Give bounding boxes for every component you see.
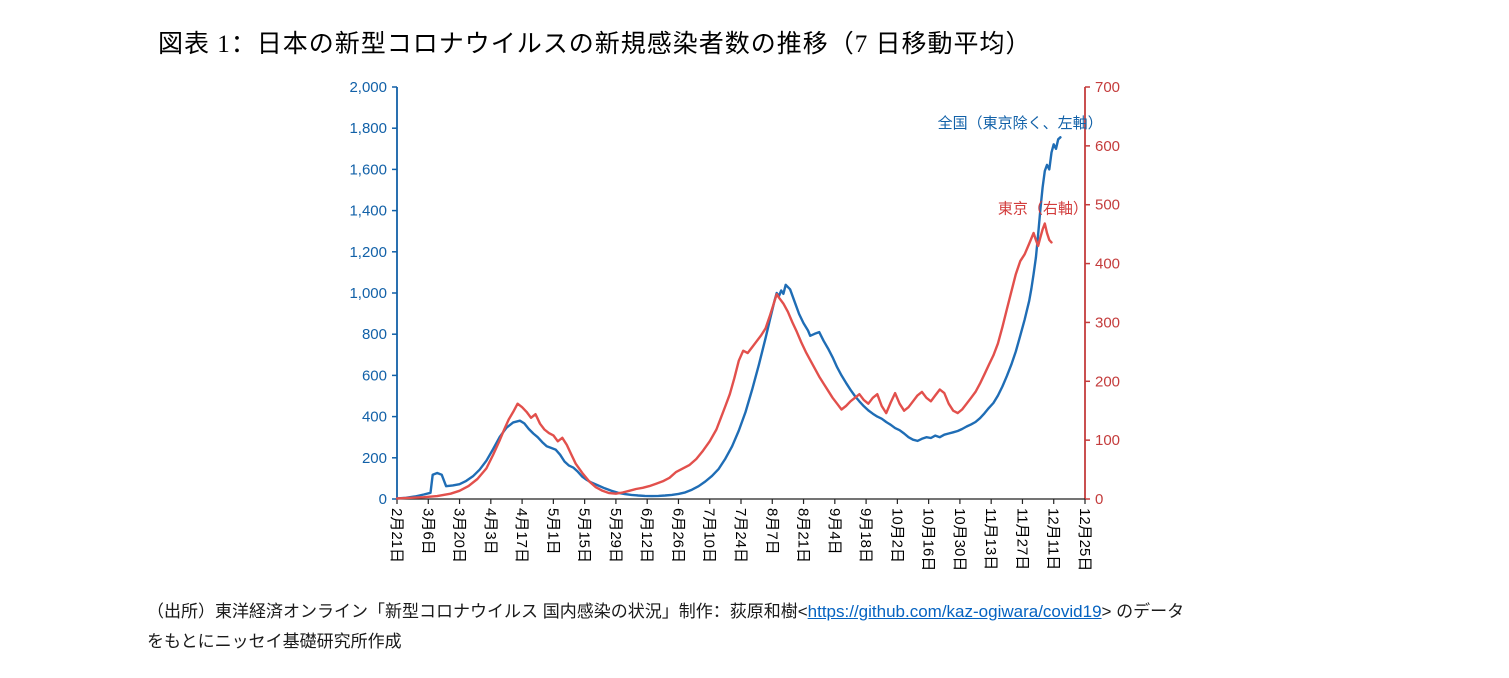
right-axis-tick-label: 700 <box>1095 79 1120 96</box>
right-axis-tick-label: 600 <box>1095 138 1120 155</box>
left-axis-tick-label: 600 <box>362 367 387 384</box>
x-axis-tick-label: 8月7日 <box>763 508 780 555</box>
x-axis-tick-label: 4月3日 <box>482 508 499 555</box>
x-axis-tick-label: 9月4日 <box>826 508 843 555</box>
left-axis-tick-label: 200 <box>362 450 387 467</box>
x-axis-tick-label: 6月26日 <box>669 508 686 563</box>
x-axis-tick-label: 11月27日 <box>1013 508 1030 570</box>
x-axis-tick-label: 10月16日 <box>920 508 937 571</box>
x-axis-tick-label: 7月24日 <box>732 508 749 563</box>
x-axis-tick-label: 10月2日 <box>888 508 905 563</box>
left-axis-tick-label: 1,800 <box>349 120 387 137</box>
x-axis-tick-label: 10月30日 <box>951 508 968 571</box>
x-axis-tick-label: 3月20日 <box>451 508 468 563</box>
x-axis-tick-label: 9月18日 <box>857 508 874 563</box>
right-axis-tick-label: 100 <box>1095 432 1120 449</box>
x-axis-tick-label: 5月1日 <box>544 508 561 555</box>
source-line-2: をもとにニッセイ基礎研究所作成 <box>147 632 402 651</box>
x-axis-tick-label: 12月25日 <box>1076 508 1093 571</box>
x-axis-tick-label: 12月11日 <box>1045 508 1062 570</box>
x-axis-tick-label: 3月6日 <box>419 508 436 555</box>
tokyo-series-label: 東京（右軸） <box>998 201 1088 218</box>
national-series-label: 全国（東京除く、左軸） <box>938 114 1103 132</box>
source-text-pre: （出所）東洋経済オンライン「新型コロナウイルス 国内感染の状況」制作：荻原和樹< <box>147 602 808 621</box>
left-axis-tick-label: 1,400 <box>349 203 387 220</box>
series-line-national-ex-tokyo <box>395 136 1062 500</box>
series-line-tokyo <box>395 222 1053 500</box>
x-axis-tick-label: 11月13日 <box>982 508 999 570</box>
right-axis-tick-label: 400 <box>1095 256 1120 273</box>
x-axis-tick-label: 2月21日 <box>388 508 405 563</box>
chart-title: 図表 1：日本の新型コロナウイルスの新規感染者数の推移（7 日移動平均） <box>158 31 1032 58</box>
x-axis-tick-label: 5月29日 <box>607 508 624 563</box>
x-axis-tick-label: 4月17日 <box>513 508 530 563</box>
right-axis-tick-label: 200 <box>1095 373 1120 390</box>
left-axis-tick-label: 400 <box>362 409 387 426</box>
source-link[interactable]: https://github.com/kaz-ogiwara/covid19 <box>807 602 1102 621</box>
right-axis-tick-label: 300 <box>1095 314 1120 331</box>
x-axis-tick-label: 6月12日 <box>638 508 655 563</box>
left-axis-tick-label: 1,000 <box>349 285 387 302</box>
x-axis-tick-label: 8月21日 <box>795 508 812 563</box>
source-note: （出所）東洋経済オンライン「新型コロナウイルス 国内感染の状況」制作：荻原和樹<… <box>147 597 1184 657</box>
left-axis-tick-label: 800 <box>362 326 387 343</box>
x-axis-tick-label: 7月10日 <box>701 508 718 563</box>
left-axis-tick-label: 1,200 <box>349 244 387 261</box>
right-axis-tick-label: 500 <box>1095 197 1120 214</box>
right-axis-tick-label: 0 <box>1095 491 1103 508</box>
left-axis-tick-label: 1,600 <box>349 161 387 178</box>
left-axis-tick-label: 2,000 <box>349 79 387 96</box>
source-line-1: （出所）東洋経済オンライン「新型コロナウイルス 国内感染の状況」制作：荻原和樹<… <box>147 597 1184 627</box>
x-axis-tick-label: 5月15日 <box>576 508 593 563</box>
left-axis-tick-label: 0 <box>379 491 387 508</box>
source-text-post: > のデータ <box>1101 602 1185 621</box>
